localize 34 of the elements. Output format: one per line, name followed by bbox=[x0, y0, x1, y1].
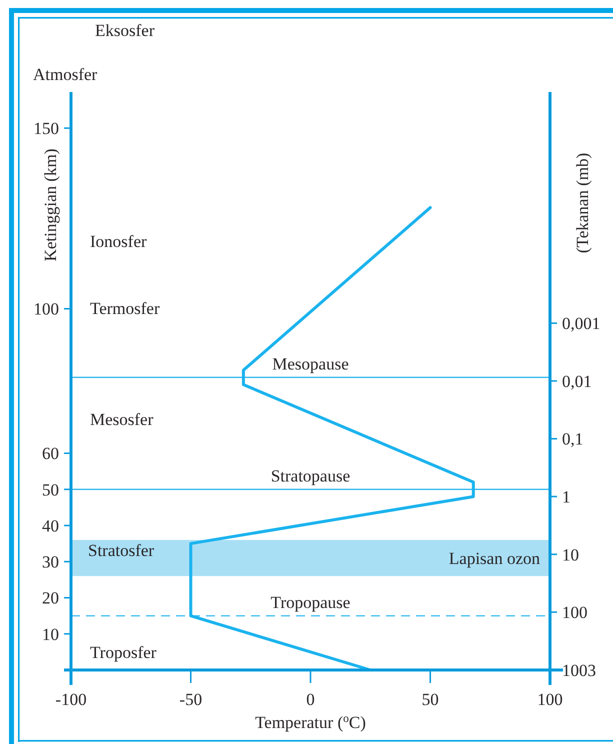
annotation: Stratosfer bbox=[88, 541, 154, 560]
y2-tick-label: 0,001 bbox=[562, 314, 600, 334]
band-label: Lapisan ozon bbox=[448, 548, 540, 568]
x-tick-label: 50 bbox=[422, 690, 439, 709]
y2-tick-label: 0,1 bbox=[562, 430, 584, 449]
y-tick-label: 100 bbox=[34, 300, 59, 319]
y-tick-label: 10 bbox=[42, 624, 59, 644]
y-tick-label: 60 bbox=[42, 444, 59, 464]
y-tick-label: 20 bbox=[42, 588, 59, 608]
y2-tick-label: 1003 bbox=[562, 660, 596, 680]
x-axis-title: Temperatur ($^{o}$C) bbox=[255, 712, 366, 732]
y-axis-title: Ketinggian (km) bbox=[41, 148, 60, 262]
x-tick-label: 0 bbox=[306, 690, 315, 709]
annotation: Troposfer bbox=[90, 643, 157, 662]
x-tick-label: -50 bbox=[179, 690, 202, 709]
annotation: Ionosfer bbox=[90, 232, 147, 251]
y2-tick-label: 0,01 bbox=[562, 372, 592, 391]
y-tick-label: 30 bbox=[42, 552, 59, 572]
y-tick-label: 40 bbox=[42, 516, 59, 536]
ref-line-label: Stratopause bbox=[270, 466, 350, 486]
y2-tick-label: 100 bbox=[562, 603, 588, 622]
y-tick-label: 150 bbox=[34, 119, 59, 138]
annotation: Mesosfer bbox=[90, 410, 154, 429]
annotation: Termosfer bbox=[90, 299, 160, 318]
ref-line-label: Mesopause bbox=[272, 354, 349, 374]
text: Eksosfer bbox=[95, 21, 155, 40]
ref-line-label: Tropopause bbox=[270, 592, 350, 612]
y2-tick-label: 1 bbox=[562, 487, 570, 506]
x-tick-label: -100 bbox=[55, 690, 87, 709]
y2-axis-title: (Tekanan (mb) bbox=[573, 152, 592, 254]
text: Atmosfer bbox=[33, 65, 98, 84]
y2-tick-label: 10 bbox=[562, 545, 579, 564]
x-tick-label: 100 bbox=[537, 690, 563, 709]
y-tick-label: 50 bbox=[42, 480, 59, 500]
